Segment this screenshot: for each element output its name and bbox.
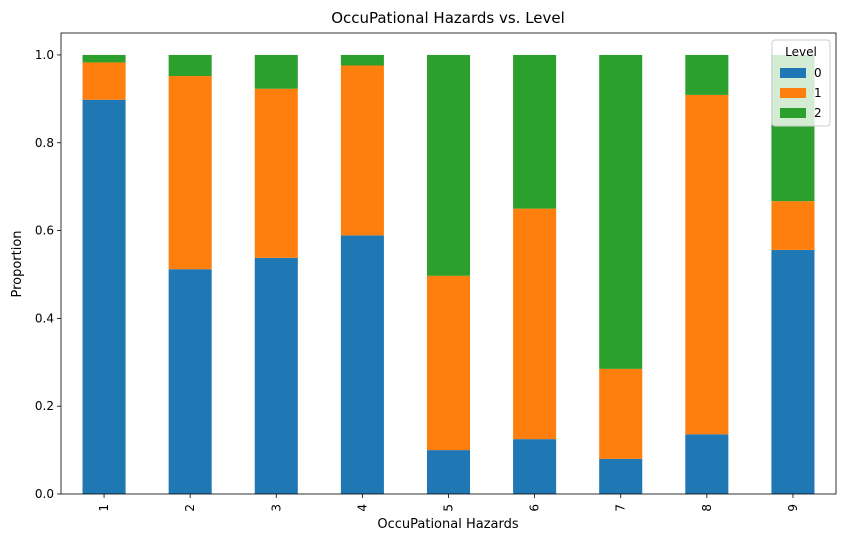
bar-cat2-level0 [168, 269, 212, 494]
chart-title: OccuPational Hazards vs. Level [331, 9, 565, 27]
bar-cat6-level0 [513, 439, 557, 494]
bar-cat6-level2 [513, 54, 557, 209]
bar-cat2-level1 [168, 76, 212, 270]
x-tick-label: 7 [614, 504, 628, 512]
x-tick-label: 2 [183, 504, 197, 512]
y-tick-label: 0.2 [35, 399, 54, 413]
legend-label-0: 0 [814, 66, 822, 80]
bar-cat4-level1 [340, 65, 384, 236]
x-tick-label: 6 [528, 504, 542, 512]
bar-cat3-level0 [254, 257, 298, 494]
x-tick-label: 1 [97, 504, 111, 512]
bar-cat6-level1 [513, 208, 557, 440]
bar-cat3-level1 [254, 88, 298, 258]
bar-cat3-level2 [254, 54, 298, 89]
legend: Level 0 1 2 [771, 39, 831, 127]
bar-cat8-level1 [685, 94, 729, 435]
bar-cat9-level1 [771, 201, 815, 250]
bar-cat7-level2 [599, 54, 643, 369]
y-tick-label: 0.4 [35, 311, 54, 325]
legend-label-1: 1 [814, 86, 822, 100]
bar-cat7-level1 [599, 368, 643, 459]
x-tick-label: 4 [355, 504, 369, 512]
y-tick-label: 0.6 [35, 224, 54, 238]
legend-swatch-2 [780, 108, 806, 118]
bar-cat8-level2 [685, 54, 729, 95]
y-tick-label: 0.8 [35, 136, 54, 150]
bar-cat5-level1 [426, 275, 471, 451]
bar-cat4-level2 [340, 54, 384, 66]
x-axis-label: OccuPational Hazards [377, 517, 519, 532]
legend-swatch-0 [780, 68, 806, 78]
y-tick-label: 1.0 [35, 48, 54, 62]
x-tick-label: 8 [700, 504, 714, 512]
bar-cat4-level0 [340, 235, 384, 495]
legend-title: Level [785, 45, 817, 59]
bar-cat5-level2 [426, 54, 471, 276]
x-tick-label: 9 [786, 504, 800, 512]
bar-cat5-level0 [426, 450, 471, 494]
x-tick-label: 5 [442, 504, 456, 512]
legend-swatch-1 [780, 88, 806, 98]
y-axis-label: Proportion [10, 230, 25, 297]
bar-cat9-level0 [771, 249, 815, 494]
y-tick-label: 0.0 [35, 487, 54, 501]
plot-area: 0.0 0.2 0.4 0.6 0.8 1.0 1 2 3 4 5 6 7 8 9 [35, 32, 837, 512]
x-tick-label: 3 [269, 504, 283, 512]
bar-cat1-level2 [82, 54, 126, 63]
legend-box [771, 39, 831, 127]
bar-cat7-level0 [599, 458, 643, 494]
legend-label-2: 2 [814, 106, 822, 120]
bar-cat8-level0 [685, 434, 729, 494]
bar-cat2-level2 [168, 54, 212, 77]
bar-cat1-level0 [82, 99, 126, 495]
bar-cat1-level1 [82, 62, 126, 100]
